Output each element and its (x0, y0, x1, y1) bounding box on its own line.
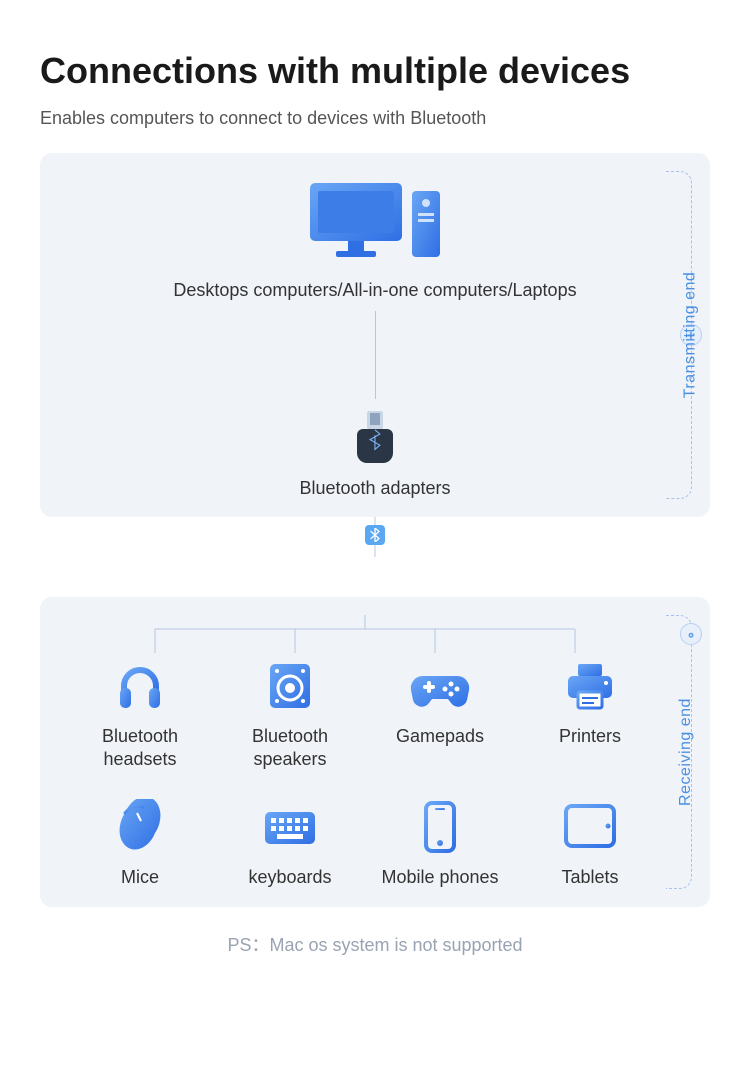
branch-connector (95, 615, 635, 657)
device-label: Gamepads (370, 725, 510, 748)
device-headphones: Bluetooth headsets (70, 657, 210, 770)
receiving-label: Receiving end (677, 698, 695, 806)
device-label: keyboards (220, 866, 360, 889)
device-printer: Printers (520, 657, 660, 748)
device-label: Bluetooth headsets (70, 725, 210, 770)
device-mouse: Mice (70, 798, 210, 889)
device-gamepad: Gamepads (370, 657, 510, 748)
headphones-icon (70, 657, 210, 715)
device-label: Bluetooth speakers (220, 725, 360, 770)
device-label: Tablets (520, 866, 660, 889)
keyboard-icon (220, 798, 360, 856)
device-label: Printers (520, 725, 660, 748)
device-speaker: Bluetooth speakers (220, 657, 360, 770)
tablet-icon (520, 798, 660, 856)
device-label: Mobile phones (370, 866, 510, 889)
device-tablet: Tablets (520, 798, 660, 889)
bluetooth-adapter-icon (355, 409, 395, 470)
footnote: PS：Mac os system is not supported (40, 931, 710, 957)
page-subtitle: Enables computers to connect to devices … (40, 108, 710, 129)
speaker-icon (220, 657, 360, 715)
computer-label: Desktops computers/All-in-one computers/… (100, 280, 650, 301)
adapter-label: Bluetooth adapters (100, 478, 650, 499)
mouse-icon (70, 798, 210, 856)
transmitting-panel: + Transmitting end (40, 153, 710, 517)
transmitting-label: Transmitting end (682, 272, 700, 399)
gamepad-icon (370, 657, 510, 715)
plus-icon: ∘ (680, 623, 702, 645)
printer-icon (520, 657, 660, 715)
computer-icon (300, 177, 450, 272)
device-phone: Mobile phones (370, 798, 510, 889)
device-keyboard: keyboards (220, 798, 360, 889)
device-label: Mice (70, 866, 210, 889)
bluetooth-icon (365, 525, 385, 545)
receiving-panel: ∘ Receiving end Bluetooth headsetsBlueto… (40, 597, 710, 907)
phone-icon (370, 798, 510, 856)
page-title: Connections with multiple devices (40, 50, 710, 92)
